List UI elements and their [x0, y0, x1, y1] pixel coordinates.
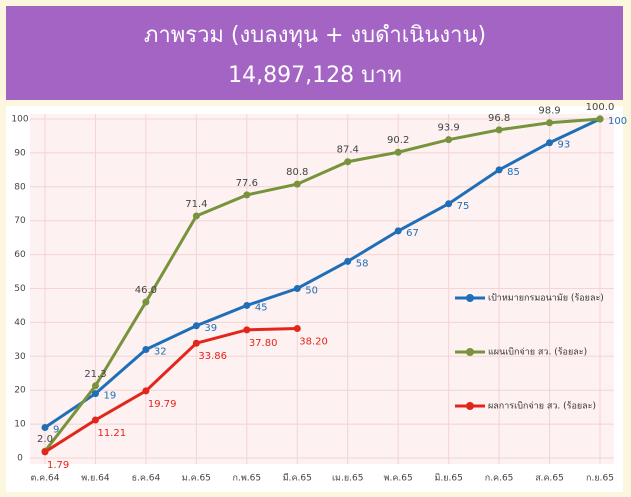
- data-point: [546, 119, 554, 127]
- data-point: [243, 191, 251, 199]
- x-tick-label: ก.ย.65: [586, 474, 614, 484]
- data-label: 33.86: [198, 351, 227, 362]
- data-label: 32: [154, 347, 167, 358]
- x-tick-label: เม.ย.65: [332, 474, 363, 484]
- x-tick-label: พ.ค.65: [384, 474, 413, 484]
- data-point: [445, 200, 453, 208]
- chart-subtitle: 14,897,128 บาท: [228, 63, 402, 88]
- data-label: 1.79: [47, 460, 69, 471]
- data-point: [91, 390, 99, 398]
- series-line: [43, 117, 601, 453]
- data-label: 71.4: [185, 199, 207, 210]
- data-point: [192, 322, 200, 330]
- data-label: 80.8: [286, 167, 308, 178]
- data-point: [495, 126, 503, 134]
- data-point: [142, 346, 150, 354]
- legend-marker: [466, 348, 474, 356]
- x-tick-label: ก.พ.65: [233, 474, 262, 484]
- y-tick-label: 70: [14, 216, 26, 226]
- x-tick-label: มี.ค.65: [283, 473, 312, 484]
- data-point: [445, 136, 453, 144]
- data-point: [344, 257, 352, 265]
- data-point: [243, 326, 251, 334]
- data-label: 100.0: [586, 102, 615, 113]
- y-tick-label: 60: [14, 250, 26, 260]
- data-label: 90.2: [387, 135, 409, 146]
- chart-title: ภาพรวม (งบลงทุน + งบดำเนินงาน): [144, 23, 486, 48]
- legend-label: เป้าหมายกรมอนามัย (ร้อยละ): [488, 293, 604, 304]
- legend-marker: [466, 402, 474, 410]
- data-label: 87.4: [337, 145, 359, 156]
- x-tick-label: พ.ย.64: [81, 474, 110, 484]
- data-label: 39: [204, 323, 217, 334]
- data-point: [293, 285, 301, 292]
- series-line: [44, 327, 298, 454]
- data-label: 85: [507, 167, 520, 178]
- series-line: [44, 117, 601, 429]
- y-tick-label: 90: [14, 148, 26, 158]
- y-tick-label: 40: [14, 318, 26, 328]
- data-label: 93.9: [438, 123, 460, 134]
- data-point: [394, 148, 402, 156]
- x-tick-label: ส.ค.65: [535, 474, 564, 484]
- data-point: [596, 115, 604, 123]
- data-point: [394, 227, 402, 235]
- x-tick-label: ต.ค.64: [30, 474, 59, 484]
- y-tick-label: 100: [11, 115, 28, 125]
- data-point: [91, 382, 99, 390]
- data-label: 37.80: [249, 338, 278, 349]
- data-point: [293, 325, 301, 333]
- data-label: 75: [457, 201, 470, 212]
- data-point: [243, 301, 251, 309]
- data-label: 58: [356, 258, 369, 269]
- legend-marker: [466, 294, 474, 302]
- data-point: [142, 387, 150, 395]
- data-point: [293, 180, 301, 188]
- data-label: 98.9: [538, 106, 560, 117]
- data-label: 46.0: [135, 285, 157, 296]
- data-label: 19.79: [148, 399, 177, 410]
- header-banner: [6, 6, 623, 100]
- y-tick-label: 0: [17, 454, 23, 464]
- data-point: [344, 158, 352, 166]
- data-label: 96.8: [488, 113, 510, 124]
- y-tick-label: 80: [14, 182, 26, 192]
- data-point: [142, 298, 150, 306]
- data-label: 2.0: [37, 434, 53, 445]
- data-point: [192, 212, 200, 220]
- y-tick-label: 30: [14, 352, 26, 362]
- x-tick-label: ก.ค.65: [485, 474, 514, 484]
- data-point: [546, 139, 554, 147]
- data-label: 9: [53, 424, 59, 435]
- x-tick-label: ม.ค.65: [182, 474, 211, 484]
- data-label: 21.3: [84, 369, 106, 380]
- y-tick-label: 50: [14, 284, 26, 294]
- data-point: [41, 423, 49, 431]
- data-label: 67: [406, 228, 419, 239]
- legend-label: แผนเบิกจ่าย สว. (ร้อยละ): [488, 347, 587, 358]
- data-label: 100: [608, 116, 627, 127]
- data-label: 50: [305, 286, 318, 297]
- legend-label: ผลการเบิกจ่าย สว. (ร้อยละ): [488, 401, 596, 412]
- data-label: 93: [558, 140, 571, 151]
- x-tick-label: มิ.ย.65: [434, 473, 462, 484]
- x-tick-label: ธ.ค.64: [132, 474, 161, 484]
- data-label: 77.6: [236, 178, 258, 189]
- y-tick-label: 20: [14, 386, 26, 396]
- data-point: [192, 339, 200, 347]
- data-label: 11.21: [97, 428, 126, 439]
- data-point: [495, 166, 503, 174]
- y-tick-label: 10: [14, 420, 26, 430]
- data-point: [91, 416, 99, 424]
- data-label: 45: [255, 302, 268, 313]
- data-label: 38.20: [299, 337, 328, 348]
- data-label: 19: [103, 391, 116, 402]
- data-point: [41, 448, 49, 456]
